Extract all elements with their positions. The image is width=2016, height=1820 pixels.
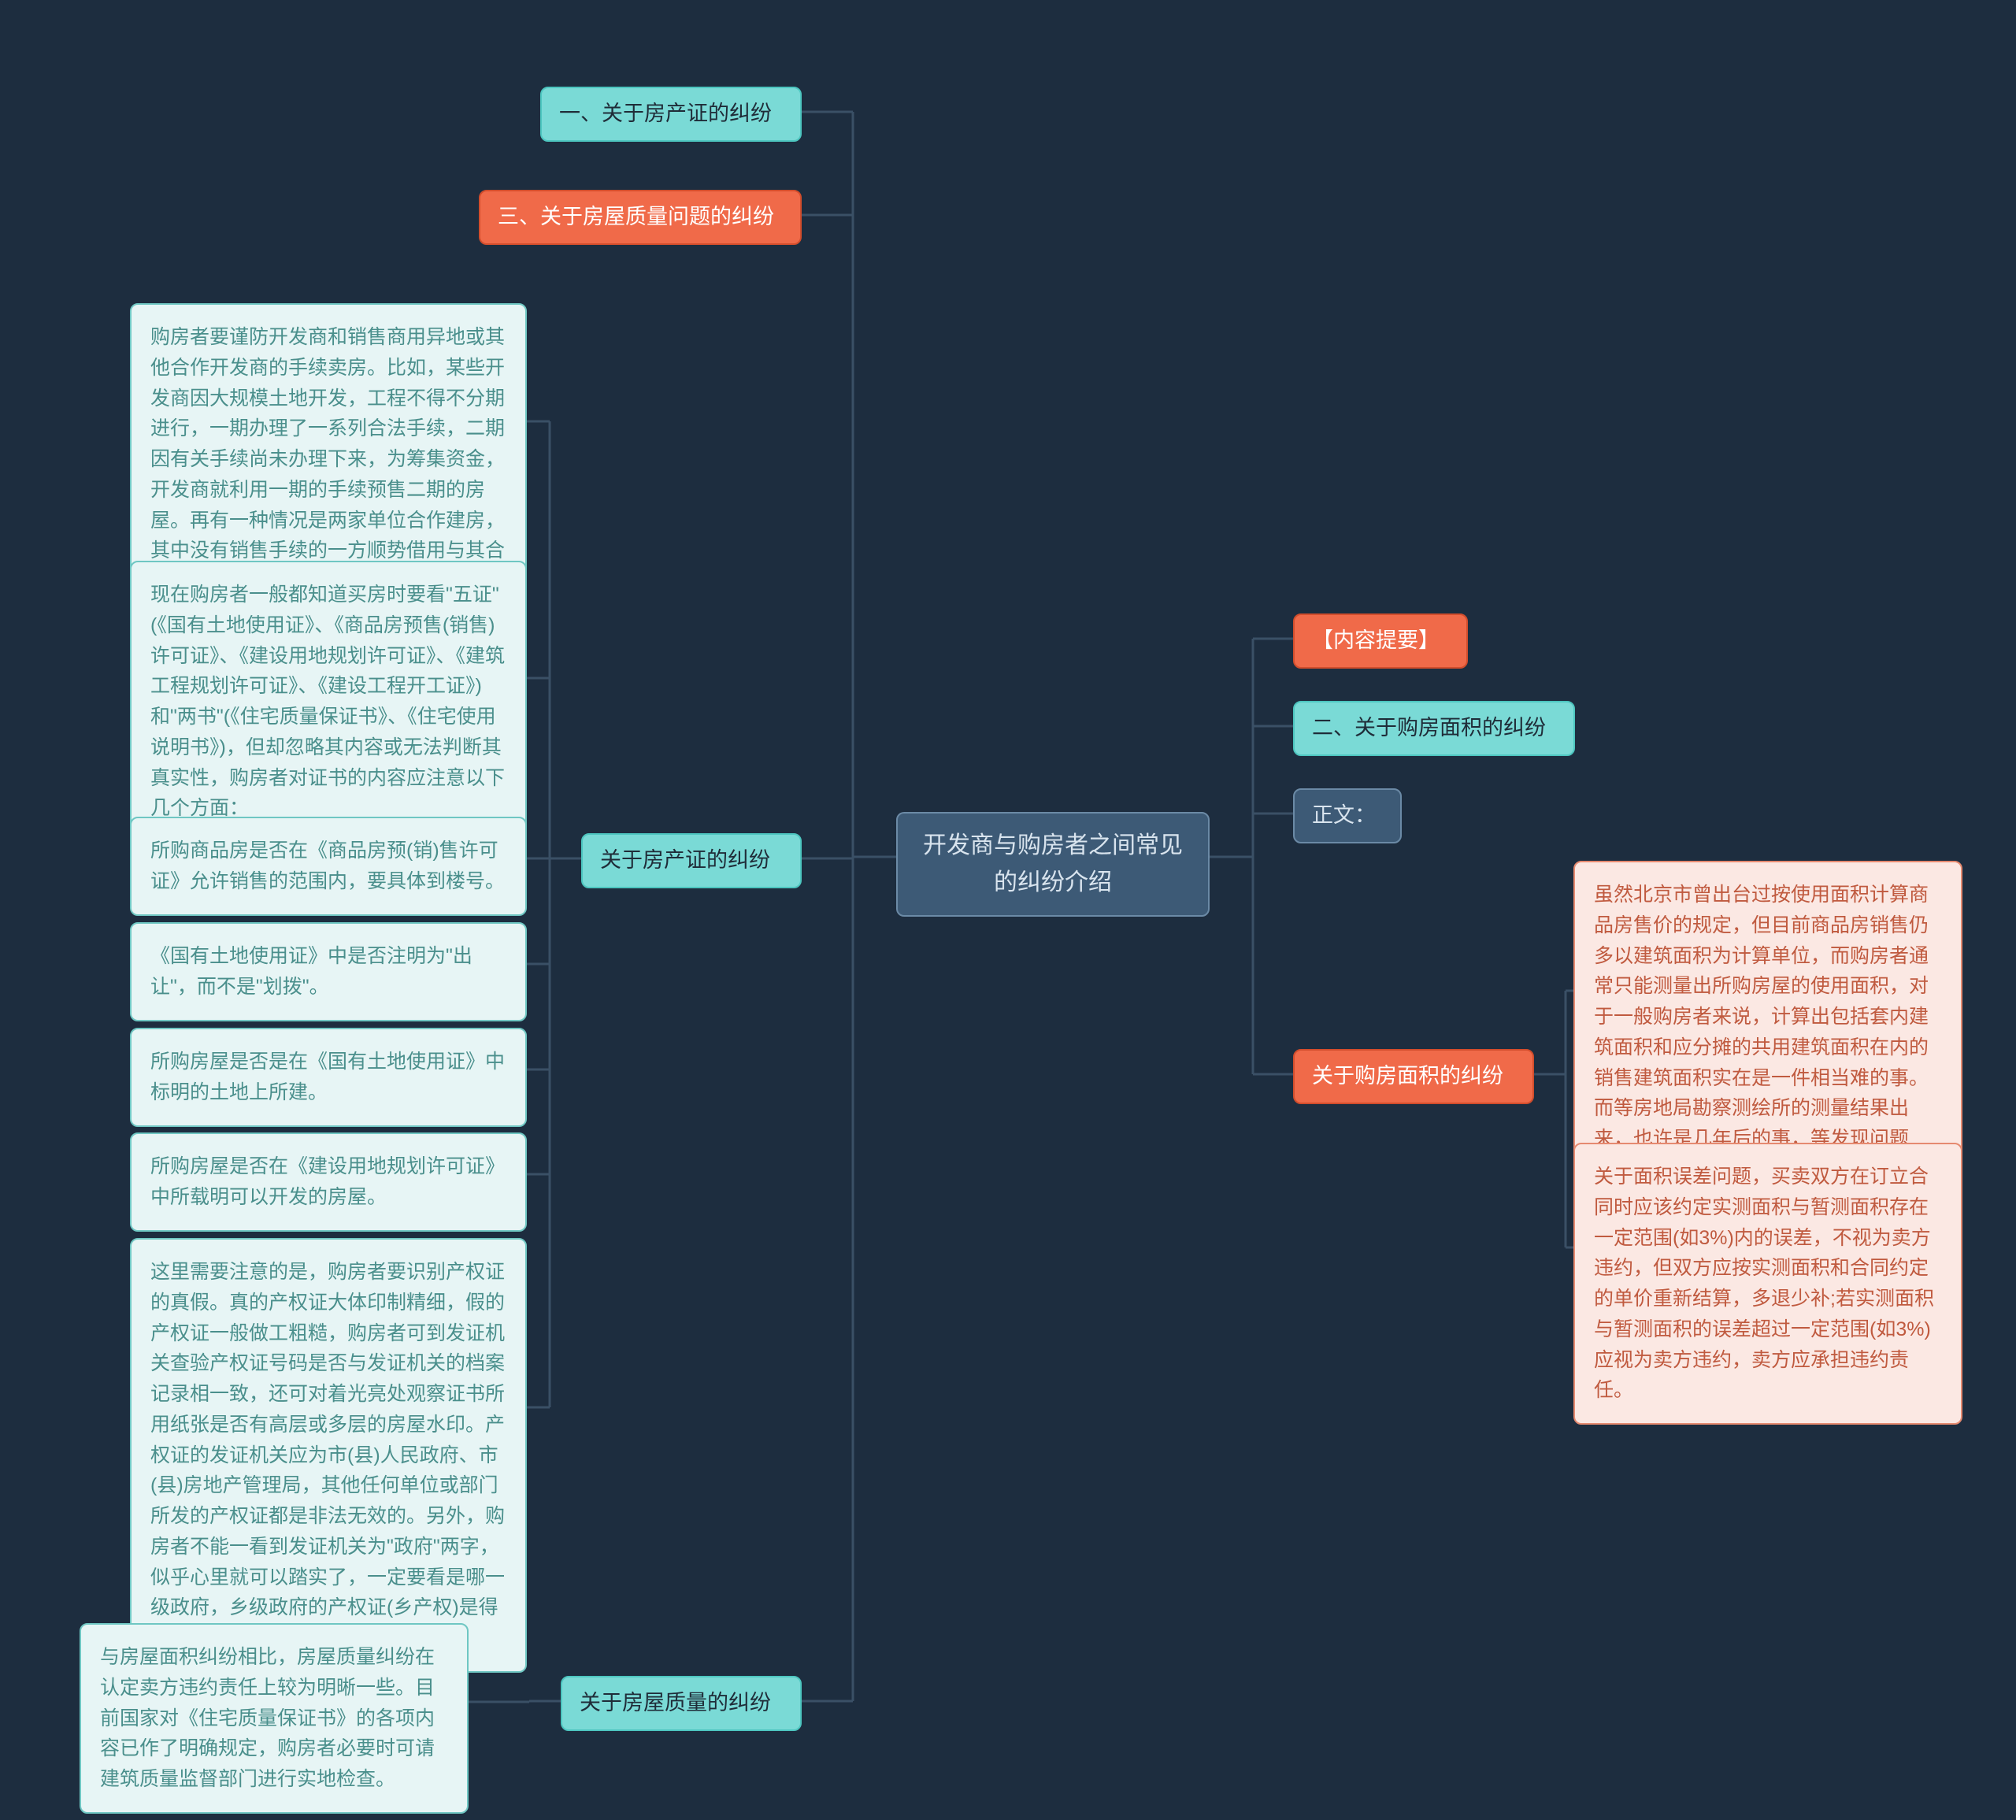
node-l1[interactable]: 一、关于房产证的纠纷 [540, 87, 802, 142]
node-root[interactable]: 开发商与购房者之间常见的纠纷介绍 [896, 812, 1210, 917]
node-l2[interactable]: 三、关于房屋质量问题的纠纷 [479, 190, 802, 245]
node-r2[interactable]: 二、关于购房面积的纠纷 [1293, 701, 1575, 756]
node-l3f[interactable]: 所购房屋是否在《建设用地规划许可证》中所载明可以开发的房屋。 [130, 1132, 527, 1232]
node-l3e[interactable]: 所购房屋是否是在《国有土地使用证》中标明的土地上所建。 [130, 1028, 527, 1127]
node-l3g[interactable]: 这里需要注意的是，购房者要识别产权证的真假。真的产权证大体印制精细，假的产权证一… [130, 1238, 527, 1673]
node-r3[interactable]: 正文： [1293, 788, 1402, 843]
node-l3[interactable]: 关于房产证的纠纷 [581, 833, 802, 888]
node-l4[interactable]: 关于房屋质量的纠纷 [561, 1676, 802, 1731]
node-l3b[interactable]: 现在购房者一般都知道买房时要看"五证"(《国有土地使用证》、《商品房预售(销售)… [130, 561, 527, 843]
mindmap-canvas: 开发商与购房者之间常见的纠纷介绍 【内容提要】二、关于购房面积的纠纷正文： 关于购房… [0, 0, 2016, 1820]
node-r1[interactable]: 【内容提要】 [1293, 613, 1468, 669]
node-l3c[interactable]: 所购商品房是否在《商品房预(销)售许可证》允许销售的范围内，要具体到楼号。 [130, 817, 527, 916]
node-l4a[interactable]: 与房屋面积纠纷相比，房屋质量纠纷在认定卖方违约责任上较为明晰一些。目前国家对《住… [80, 1623, 469, 1814]
node-r4[interactable]: 关于购房面积的纠纷 [1293, 1049, 1534, 1104]
node-r4b[interactable]: 关于面积误差问题，买卖双方在订立合同时应该约定实测面积与暂测面积存在一定范围(如… [1573, 1143, 1962, 1425]
node-l3d[interactable]: 《国有土地使用证》中是否注明为"出让"，而不是"划拨"。 [130, 922, 527, 1021]
